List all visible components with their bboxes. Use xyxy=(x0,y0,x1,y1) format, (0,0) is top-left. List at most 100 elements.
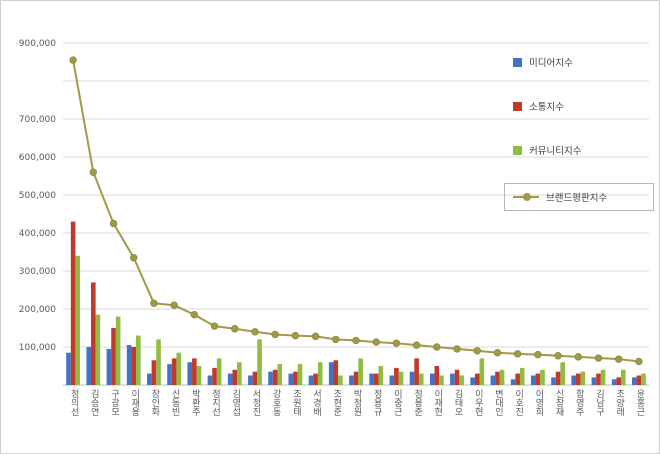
bar-커뮤니티지수 xyxy=(176,352,182,385)
y-axis-tick-label: 100,000 xyxy=(19,343,56,353)
line-marker-icon xyxy=(412,341,421,349)
bar-미디어지수 xyxy=(571,375,576,385)
bar-커뮤니티지수 xyxy=(115,316,121,385)
bar-미디어지수 xyxy=(187,362,193,385)
bar-미디어지수 xyxy=(207,375,213,385)
line-marker-icon xyxy=(513,350,522,358)
bar-소통지수 xyxy=(212,367,217,385)
legend-line-marker-icon xyxy=(513,193,539,201)
line-marker-icon xyxy=(574,353,582,361)
bar-미디어지수 xyxy=(611,379,617,385)
legend-swatch-community-icon xyxy=(513,145,522,155)
bar-커뮤니티지수 xyxy=(580,371,586,385)
legend-label-media: 미디어지수 xyxy=(529,58,573,69)
bar-소통지수 xyxy=(313,373,318,385)
bar-커뮤니티지수 xyxy=(297,364,303,385)
bar-커뮤니티지수 xyxy=(519,367,525,385)
bar-미디어지수 xyxy=(147,373,152,385)
line-marker-icon xyxy=(392,339,401,347)
bar-미디어지수 xyxy=(66,352,71,385)
bar-미디어지수 xyxy=(551,377,556,385)
bar-미디어지수 xyxy=(591,377,597,385)
bar-미디어지수 xyxy=(429,373,435,385)
bar-커뮤니티지수 xyxy=(317,362,323,385)
line-marker-icon xyxy=(453,345,461,353)
bar-커뮤니티지수 xyxy=(136,335,141,385)
line-marker-icon xyxy=(311,332,320,341)
line-marker-icon xyxy=(332,335,340,344)
y-axis-tick-label: 900,000 xyxy=(19,39,56,49)
bar-미디어지수 xyxy=(470,377,475,385)
y-axis-tick-label: 400,000 xyxy=(19,229,56,239)
legend-item-media-index: 미디어지수 xyxy=(504,51,654,73)
bar-미디어지수 xyxy=(409,371,415,385)
line-marker-icon xyxy=(372,338,380,346)
bar-소통지수 xyxy=(616,377,621,385)
bar-미디어지수 xyxy=(530,375,536,385)
bar-미디어지수 xyxy=(86,347,92,385)
bar-커뮤니티지수 xyxy=(257,339,262,385)
line-marker-icon xyxy=(433,343,441,351)
line-marker-icon xyxy=(534,350,542,359)
bar-커뮤니티지수 xyxy=(600,369,606,385)
y-axis-tick-label: 500,000 xyxy=(19,191,56,201)
bar-소통지수 xyxy=(353,371,359,385)
bar-소통지수 xyxy=(111,328,116,385)
line-marker-icon xyxy=(89,168,98,176)
bar-소통지수 xyxy=(474,373,480,385)
bar-미디어지수 xyxy=(389,375,395,385)
bar-미디어지수 xyxy=(369,373,374,385)
bar-커뮤니티지수 xyxy=(641,373,646,385)
bar-커뮤니티지수 xyxy=(237,362,242,385)
bar-소통지수 xyxy=(333,360,339,385)
legend-item-community-index: 커뮤니티지수 xyxy=(504,139,654,161)
line-marker-icon xyxy=(635,357,643,366)
legend-label-brand-reputation: 브랜드평판지수 xyxy=(546,193,608,204)
bar-커뮤니티지수 xyxy=(338,375,343,385)
bar-커뮤니티지수 xyxy=(196,366,202,385)
bar-소통지수 xyxy=(232,369,238,385)
bar-커뮤니티지수 xyxy=(439,375,444,385)
bar-미디어지수 xyxy=(268,371,273,385)
bar-미디어지수 xyxy=(349,375,354,385)
legend-item-brand-reputation-index: 브랜드평판지수 xyxy=(504,183,654,211)
line-marker-icon xyxy=(251,328,259,336)
bar-커뮤니티지수 xyxy=(620,369,626,385)
bar-미디어지수 xyxy=(450,373,455,385)
legend-swatch-communication-icon xyxy=(513,101,522,111)
legend-item-communication-index: 소통지수 xyxy=(504,95,654,117)
line-marker-icon xyxy=(231,325,239,333)
line-marker-icon xyxy=(109,219,118,228)
bar-소통지수 xyxy=(495,371,500,385)
line-marker-icon xyxy=(614,355,623,363)
bar-소통지수 xyxy=(596,373,601,385)
legend-label-communication: 소통지수 xyxy=(529,102,564,113)
line-marker-icon xyxy=(594,354,603,362)
bar-커뮤니티지수 xyxy=(479,358,485,385)
bar-소통지수 xyxy=(293,371,298,385)
line-marker-icon xyxy=(69,56,77,64)
bar-커뮤니티지수 xyxy=(540,369,545,385)
bar-소통지수 xyxy=(575,373,581,385)
bar-소통지수 xyxy=(151,360,157,385)
line-marker-icon xyxy=(473,347,481,355)
bar-소통지수 xyxy=(252,371,258,385)
bar-커뮤니티지수 xyxy=(216,358,222,385)
bar-미디어지수 xyxy=(308,375,314,385)
chart-legend: 미디어지수 소통지수 커뮤니티지수 브랜드평판지수 xyxy=(504,51,654,211)
bar-커뮤니티지수 xyxy=(560,362,565,385)
line-marker-icon xyxy=(271,330,279,339)
line-marker-icon xyxy=(291,331,300,340)
bar-소통지수 xyxy=(171,358,177,385)
bar-커뮤니티지수 xyxy=(75,255,80,385)
bar-소통지수 xyxy=(454,369,460,385)
legend-swatch-media-icon xyxy=(513,57,522,67)
bar-미디어지수 xyxy=(632,377,637,385)
bar-소통지수 xyxy=(394,367,399,385)
line-marker-icon xyxy=(190,311,199,319)
bar-커뮤니티지수 xyxy=(378,366,384,385)
bar-소통지수 xyxy=(434,366,440,385)
bar-미디어지수 xyxy=(490,375,496,385)
